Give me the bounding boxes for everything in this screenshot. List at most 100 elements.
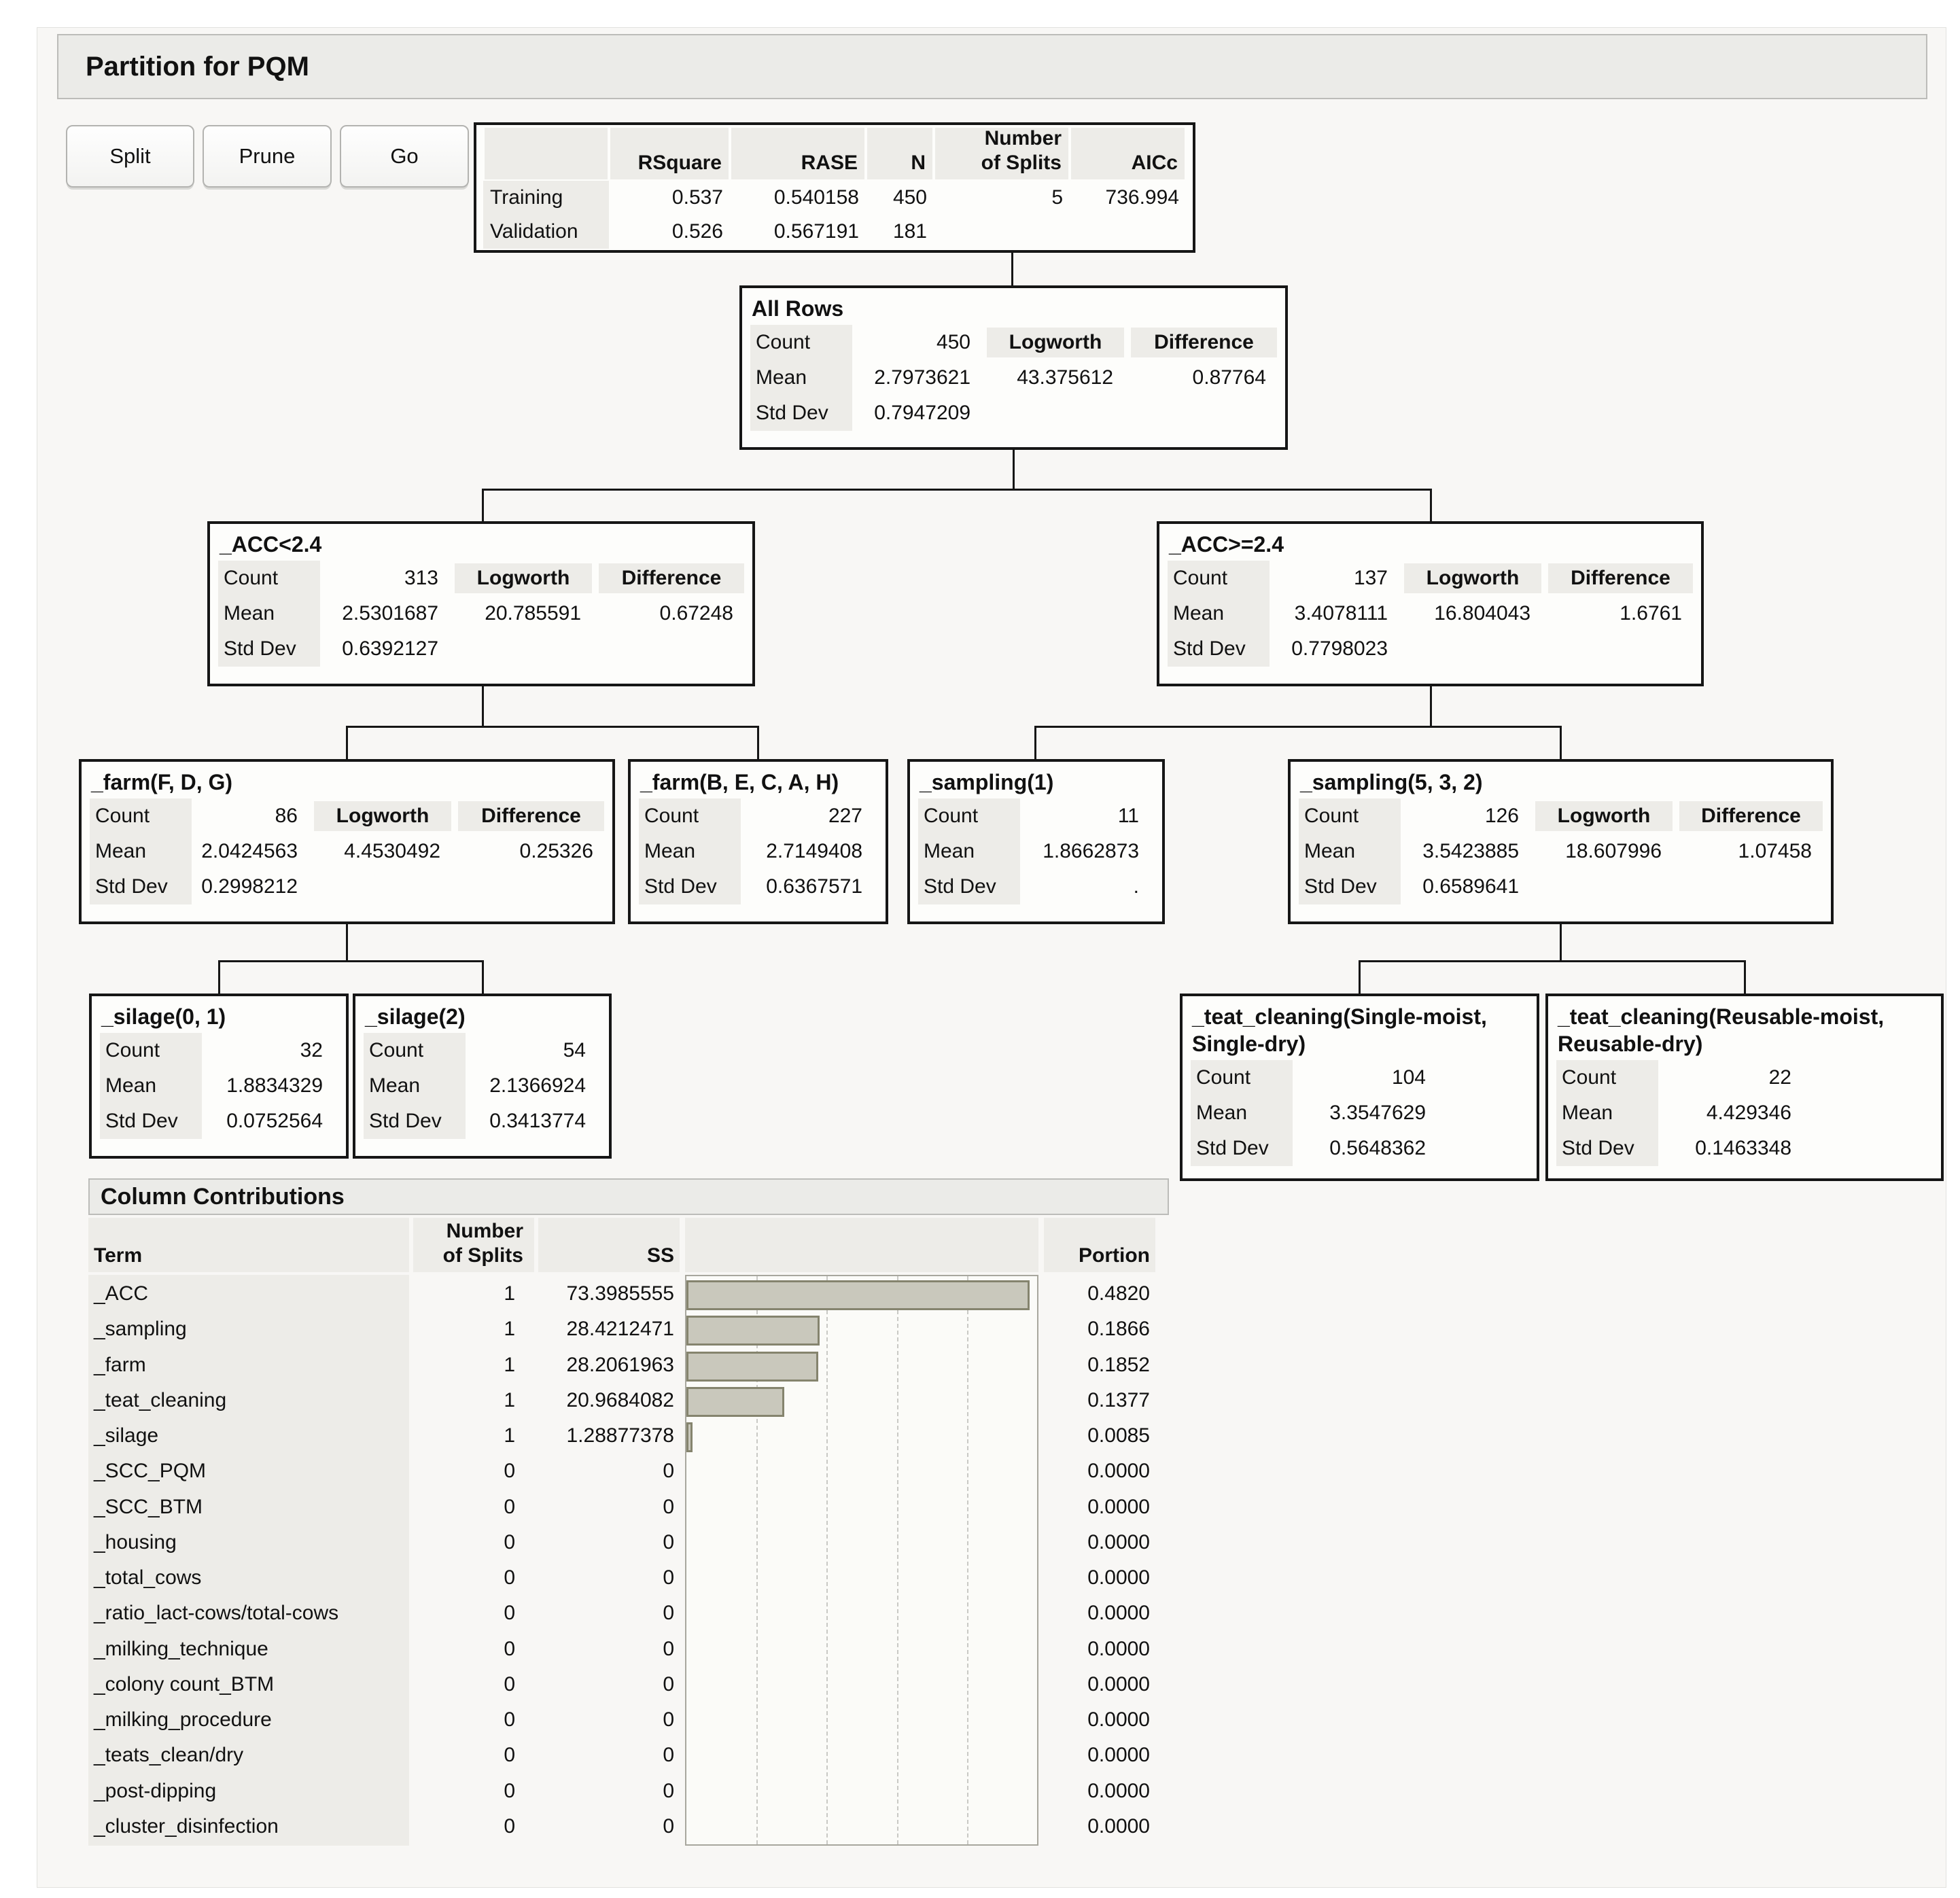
tree-node-silage-2[interactable]: _silage(2) Count 54 Mean 2.1366924 Std D… xyxy=(353,994,612,1159)
cc-header-term: Term xyxy=(88,1218,409,1272)
col-header-aicc: AICc xyxy=(1071,128,1185,179)
validation-splits xyxy=(934,215,1070,249)
stat-value-count: 313 xyxy=(404,567,438,589)
connector xyxy=(757,726,759,759)
stat-label: Std Dev xyxy=(364,1104,466,1139)
stat-value-stddev: 0.6367571 xyxy=(766,875,862,898)
summary-corner-cell xyxy=(485,128,608,179)
stat-label: Mean xyxy=(100,1068,202,1104)
term-cell: _milking_procedure xyxy=(94,1708,272,1731)
portion-cell: 0.0000 xyxy=(1087,1815,1150,1838)
stat-label: Mean xyxy=(1299,834,1401,869)
cc-header-splits: Number of Splits xyxy=(413,1218,534,1272)
node-title: _ACC<2.4 xyxy=(220,532,322,557)
stat-value-mean: 4.429346 xyxy=(1706,1102,1791,1124)
splits-cell: 0 xyxy=(504,1780,515,1802)
node-title: _sampling(5, 3, 2) xyxy=(1300,770,1483,794)
col-header-n: N xyxy=(867,128,932,179)
tree-node-silage-01[interactable]: _silage(0, 1) Count 32 Mean 1.8834329 St… xyxy=(89,994,349,1159)
portion-cell: 0.0000 xyxy=(1087,1496,1150,1518)
node-title: _ACC>=2.4 xyxy=(1169,532,1284,557)
splits-cell: 0 xyxy=(504,1673,515,1695)
ss-bar xyxy=(686,1387,785,1417)
term-cell: _teat_cleaning xyxy=(94,1389,227,1411)
portion-cell: 0.0000 xyxy=(1087,1566,1150,1589)
logworth-header: Logworth xyxy=(987,328,1124,357)
outline-header-partition[interactable]: Partition for PQM xyxy=(57,34,1927,99)
ss-cell: 0 xyxy=(663,1496,674,1518)
row-label-validation: Validation xyxy=(483,215,609,249)
tree-node-farm-fdg[interactable]: _farm(F, D, G) Count 86 Logworth Differe… xyxy=(79,759,615,924)
outline-header-column-contributions[interactable]: Column Contributions xyxy=(88,1178,1169,1215)
connector xyxy=(346,726,348,759)
ss-bar xyxy=(686,1316,820,1346)
stat-value-count: 137 xyxy=(1353,567,1388,589)
connector xyxy=(1560,923,1562,960)
connector xyxy=(1430,685,1432,726)
connector xyxy=(482,489,1432,491)
splits-cell: 0 xyxy=(504,1531,515,1553)
tree-node-teat-cleaning-reusable[interactable]: _teat_cleaning(Reusable-moist, Reusable-… xyxy=(1545,994,1944,1181)
stat-value-count: 227 xyxy=(828,805,862,827)
stat-value-stddev: 0.3413774 xyxy=(489,1110,586,1132)
term-cell: _silage xyxy=(94,1424,159,1447)
validation-n: 181 xyxy=(892,220,927,243)
portion-cell: 0.4820 xyxy=(1087,1282,1150,1305)
stat-value-stddev: 0.6589641 xyxy=(1422,875,1519,898)
stat-value-stddev: 0.7947209 xyxy=(874,402,970,424)
cc-header-ss: SS xyxy=(538,1218,680,1272)
tree-node-sampling-532[interactable]: _sampling(5, 3, 2) Count 126 Logworth Di… xyxy=(1288,759,1834,924)
stat-value-mean: 3.4078111 xyxy=(1294,602,1388,625)
logworth-header: Logworth xyxy=(1535,801,1673,831)
validation-rase: 0.567191 xyxy=(773,220,859,243)
go-button[interactable]: Go xyxy=(340,125,469,188)
connector xyxy=(1430,489,1432,521)
splits-cell: 0 xyxy=(504,1566,515,1589)
stat-value-difference: 1.07458 xyxy=(1738,840,1812,862)
stat-value-mean: 2.5301687 xyxy=(342,602,438,625)
stat-label: Count xyxy=(1191,1060,1293,1095)
tree-node-acc-ge-2-4[interactable]: _ACC>=2.4 Count 137 Logworth Difference … xyxy=(1157,521,1704,686)
stat-value-logworth: 18.607996 xyxy=(1565,840,1662,862)
fit-summary-table: RSquare RASE N Number of Splits AICc Trai… xyxy=(474,122,1195,253)
tree-node-acc-lt-2-4[interactable]: _ACC<2.4 Count 313 Logworth Difference M… xyxy=(207,521,755,686)
node-title: _teat_cleaning(Reusable-moist, Reusable-… xyxy=(1558,1004,1885,1056)
term-cell: _farm xyxy=(94,1354,146,1376)
stat-label: Std Dev xyxy=(1168,631,1270,667)
validation-aicc xyxy=(1070,215,1186,249)
tree-node-all-rows[interactable]: All Rows Count 450 Logworth Difference M… xyxy=(739,285,1288,450)
connector xyxy=(218,960,484,962)
difference-header: Difference xyxy=(458,801,604,831)
difference-header: Difference xyxy=(1548,563,1693,593)
validation-rsquare: 0.526 xyxy=(671,220,723,243)
stat-value-stddev: 0.7798023 xyxy=(1291,637,1388,660)
training-rsquare: 0.537 xyxy=(671,186,723,209)
connector xyxy=(1034,726,1036,759)
ss-cell: 28.4212471 xyxy=(566,1318,675,1340)
tree-node-farm-becah[interactable]: _farm(B, E, C, A, H) Count 227 Mean 2.71… xyxy=(628,759,888,924)
portion-cell: 0.1377 xyxy=(1087,1389,1150,1411)
term-cell: _post-dipping xyxy=(94,1780,217,1802)
training-splits: 5 xyxy=(1051,186,1063,209)
stat-value-stddev: 0.6392127 xyxy=(342,637,438,660)
stat-label: Mean xyxy=(639,834,741,869)
split-button[interactable]: Split xyxy=(66,125,194,188)
stat-value-count: 450 xyxy=(936,331,970,353)
connector xyxy=(1359,960,1361,994)
stat-value-logworth: 4.4530492 xyxy=(344,840,440,862)
stat-value-count: 126 xyxy=(1484,805,1519,827)
go-button-label: Go xyxy=(390,144,419,168)
stat-value-difference: 1.6761 xyxy=(1620,602,1682,625)
tree-node-teat-cleaning-single[interactable]: _teat_cleaning(Single-moist, Single-dry)… xyxy=(1180,994,1539,1181)
ss-bar xyxy=(686,1280,1030,1310)
prune-button[interactable]: Prune xyxy=(203,125,332,188)
ss-cell: 0 xyxy=(663,1638,674,1660)
ss-cell: 28.2061963 xyxy=(566,1354,675,1376)
cc-header-portion: Portion xyxy=(1044,1218,1155,1272)
splits-cell: 0 xyxy=(504,1744,515,1766)
portion-cell: 0.0000 xyxy=(1087,1460,1150,1482)
splits-cell: 0 xyxy=(504,1638,515,1660)
tree-node-sampling-1[interactable]: _sampling(1) Count 11 Mean 1.8662873 Std… xyxy=(907,759,1165,924)
stat-value-stddev: . xyxy=(1133,875,1139,898)
